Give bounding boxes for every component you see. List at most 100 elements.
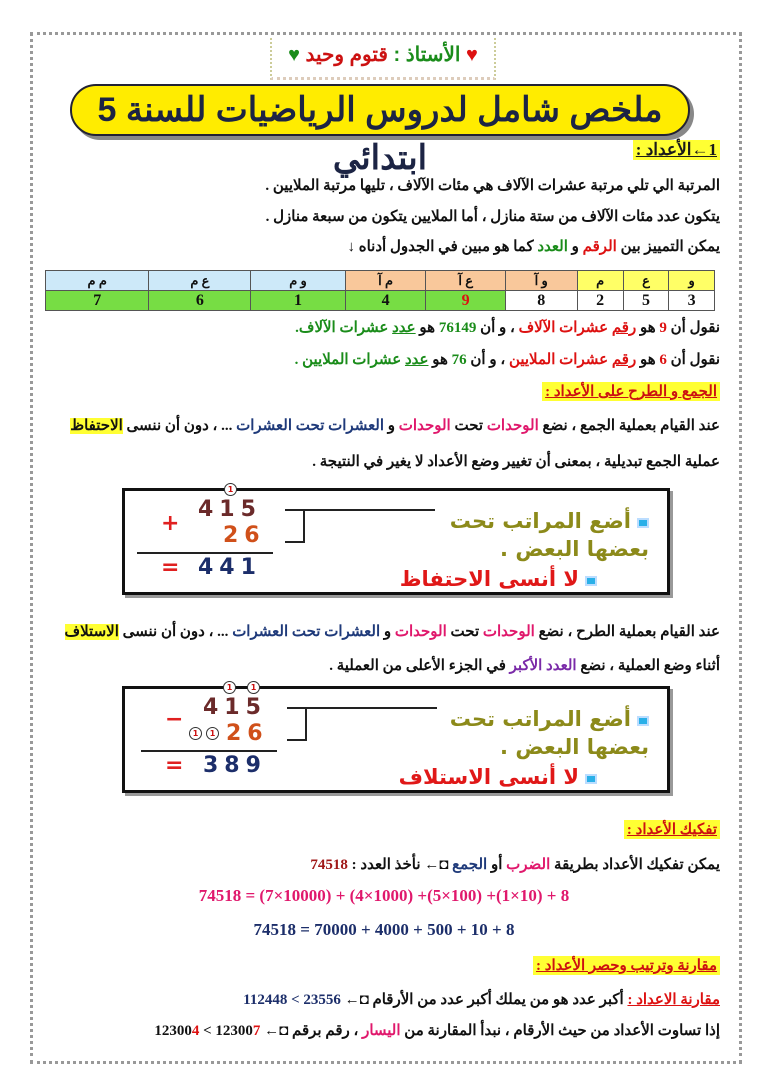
text-segment: 7	[252, 1023, 261, 1039]
text-line: نقول أن 9 هو رقم عشرات الآلاف ، و أن 761…	[295, 318, 720, 337]
text-segment: إذا تساوت الأعداد من حيث الأرقام ، نبدأ …	[400, 1023, 720, 1039]
text-segment: رقم	[611, 320, 637, 336]
table-cell: 2	[576, 290, 624, 311]
text-segment: نقول أن	[666, 320, 720, 336]
borrow-mark: 1	[247, 681, 260, 694]
text-segment: 6	[659, 352, 667, 368]
text-segment: العدد	[537, 239, 568, 255]
text-segment: المرتبة الي تلي مرتبة عشرات الآلاف هي مئ…	[265, 178, 720, 194]
text-segment: عند القيام بعملية الجمع ، نضع	[538, 418, 720, 434]
table-header-cell: ع آ	[425, 270, 506, 291]
table-header-cell: ع م	[148, 270, 252, 291]
text-segment: ... ، دون أن ننسى	[118, 624, 233, 640]
text-segment: و	[384, 418, 399, 434]
heart-icon: ♥	[466, 44, 478, 66]
table-cell: 3	[668, 290, 715, 311]
table-cell: 7	[44, 290, 150, 311]
text-segment: اليسار	[362, 1023, 401, 1039]
text-segment: 4	[191, 1023, 200, 1039]
teacher-label: الأستاذ :	[393, 44, 461, 66]
page-title: ملخص شامل لدروس الرياضيات للسنة 5 ابتدائ…	[70, 84, 690, 177]
text-segment: يمكن تفكيك الأعداد بطريقة	[550, 857, 720, 873]
text-segment: العشرات	[324, 624, 381, 640]
text-segment: العشرات	[328, 418, 385, 434]
text-segment: 76	[451, 352, 467, 368]
table-header-cell: و م	[250, 270, 346, 291]
plus-sign: +	[161, 511, 186, 536]
text-segment: 76149	[438, 320, 477, 336]
text-segment: رقم	[611, 352, 637, 368]
text-line: أثناء وضع العملية ، نضع العدد الأكبر في …	[329, 656, 720, 675]
table-header-cell: و آ	[504, 270, 578, 291]
text-segment: أكبر عدد هو من يملك أكبر عدد من الأرقام …	[340, 992, 628, 1008]
instruction-line: بعضها البعض .	[500, 735, 649, 759]
text-segment: الوحدات	[398, 418, 451, 434]
text-segment: الضرب	[506, 857, 551, 873]
text-segment: هو	[636, 352, 660, 368]
bullet-icon	[585, 576, 597, 586]
text-segment: نقول أن	[666, 352, 720, 368]
text-segment: ، و أن	[466, 352, 509, 368]
equals-sign: =	[161, 555, 186, 580]
instruction-line: بعضها البعض .	[500, 537, 649, 561]
text-segment: ، رقم برقم ◘←	[260, 1023, 363, 1039]
comparison-expression: 123004 < 123007	[154, 1023, 260, 1039]
text-line: يتكون عدد مئات الآلاف من ستة منازل ، أما…	[266, 207, 720, 226]
text-segment: أثناء وضع العملية ، نضع	[576, 658, 720, 674]
arrow-icon	[285, 509, 435, 511]
section-heading-comparison: مقارنة وترتيب وحصر الأعداد :	[533, 956, 720, 975]
text-segment: الاستلاف	[64, 624, 119, 640]
arrow-icon: ←	[691, 140, 709, 159]
text-line: يمكن التمييز بين الرقم و العدد كما هو مب…	[348, 237, 721, 256]
teacher-name-box: ♥ الأستاذ : قتوم وحيد ♥	[270, 38, 496, 80]
section-title: الأعداد :	[635, 140, 692, 159]
table-cell: 1	[250, 290, 346, 311]
text-segment: 9	[659, 320, 667, 336]
text-segment: عشرات الآلاف	[518, 320, 612, 336]
text-segment: الاحتفاظ	[70, 418, 123, 434]
text-segment: < 12300	[199, 1023, 253, 1039]
text-line: عند القيام بعملية الطرح ، نضع الوحدات تح…	[64, 622, 720, 641]
decomposition-multiplication: 74518 = (7×10000) + (4×1000) +(5×100) +(…	[198, 886, 570, 905]
section-heading-decomposition: تفكيك الأعداد :	[623, 820, 720, 839]
minus-sign: −	[165, 707, 190, 732]
text-segment: و	[567, 239, 583, 255]
borrow-mark: 1	[223, 681, 236, 694]
text-line: المرتبة الي تلي مرتبة عشرات الآلاف هي مئ…	[265, 176, 720, 195]
subtraction-bottom-number: 26	[226, 721, 269, 746]
text-segment: الوحدات	[482, 624, 535, 640]
teacher-name: قتوم وحيد	[305, 44, 388, 66]
text-segment: أو	[487, 857, 507, 873]
reminder-line: لا أنسى الاحتفاظ	[399, 567, 579, 591]
text-segment: ... ، دون أن ننسى	[122, 418, 237, 434]
text-segment: الجمع	[452, 857, 488, 873]
text-segment: يتكون عدد مئات الآلاف من ستة منازل ، أما…	[265, 209, 720, 225]
text-segment: العدد الأكبر	[509, 658, 577, 674]
reminder-line: لا أنسى الاستلاف	[398, 765, 579, 789]
text-segment: تحت العشرات	[232, 624, 325, 640]
addition-bottom-number: 26	[223, 523, 266, 548]
arrow-icon	[287, 707, 307, 741]
table-header-cell: م	[576, 270, 624, 291]
addition-top-number: 415	[198, 497, 262, 522]
sum-line	[137, 552, 273, 554]
table-cell: 8	[504, 290, 578, 311]
carry-mark: 1	[224, 483, 237, 496]
text-segment: يمكن التمييز بين	[616, 239, 720, 255]
text-segment: 112448 < 23556	[243, 992, 341, 1008]
arrow-icon	[285, 509, 305, 543]
section-number: 1	[708, 140, 718, 159]
arrow-icon	[287, 707, 437, 709]
text-line: يمكن تفكيك الأعداد بطريقة الضرب أو الجمع…	[310, 855, 720, 874]
text-segment: عند القيام بعملية الطرح ، نضع	[534, 624, 720, 640]
instruction-line: أضع المراتب تحت	[449, 707, 631, 731]
reminder-text: لا أنسى الاحتفاظ	[400, 567, 597, 591]
text-segment: تحت	[450, 418, 487, 434]
text-segment: عدد	[404, 352, 429, 368]
text-line: نقول أن 6 هو رقم عشرات الملايين ، و أن 7…	[295, 350, 720, 369]
addition-example-box: 1 415 + 26 = 441 أضع المراتب تحت بعضها ا…	[122, 483, 670, 595]
text-segment: في الجزء الأعلى من العملية .	[329, 658, 510, 674]
text-line: عند القيام بعملية الجمع ، نضع الوحدات تح…	[70, 416, 720, 435]
